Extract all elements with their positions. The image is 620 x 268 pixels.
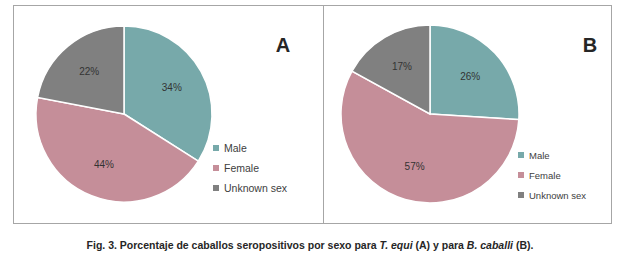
data-label: 34% — [162, 82, 182, 93]
data-label: 17% — [392, 61, 412, 72]
legend-swatch — [213, 145, 219, 151]
legend-swatch — [518, 152, 524, 158]
pie-slice — [352, 25, 430, 114]
caption-part: B. caballi — [467, 239, 514, 251]
chart-title: A — [276, 34, 290, 56]
legend-label: Male — [224, 142, 247, 154]
legend-label: Female — [224, 162, 259, 174]
legend-swatch — [213, 185, 219, 191]
background — [0, 0, 620, 268]
legend-label: Female — [529, 170, 561, 181]
slices — [341, 25, 519, 203]
legend-label: Unknown sex — [224, 182, 288, 194]
panel-frame — [14, 6, 324, 224]
data-label: 44% — [94, 159, 114, 170]
pie-slice — [38, 26, 124, 114]
data-label: 22% — [79, 66, 99, 77]
data-label: 57% — [405, 161, 425, 172]
panel: 34% 44% 22% Male Female Unknown sex A — [14, 6, 324, 224]
caption: Fig. 3. Porcentaje de caballos seroposit… — [87, 239, 534, 251]
legend-label: Male — [529, 150, 550, 161]
caption-part: (A) y para — [413, 239, 467, 251]
legend-label: Unknown sex — [529, 190, 586, 201]
data-label: 26% — [460, 71, 480, 82]
panel-frame — [324, 6, 612, 224]
caption-part: (B). — [513, 239, 533, 251]
legend-swatch — [213, 165, 219, 171]
panel: 26% 57% 17% Male Female Unknown sex B — [324, 6, 612, 224]
legend-swatch — [518, 172, 524, 178]
caption-part: Fig. 3. Porcentaje de caballos seroposit… — [87, 239, 380, 251]
chart-title: B — [583, 34, 597, 56]
pie-slice — [430, 25, 519, 120]
legend-swatch — [518, 192, 524, 198]
figure: 34% 44% 22% Male Female Unknown sex A 26% 57% 17%… — [0, 0, 620, 268]
caption-part: T. equi — [380, 239, 414, 251]
slices — [36, 26, 212, 202]
